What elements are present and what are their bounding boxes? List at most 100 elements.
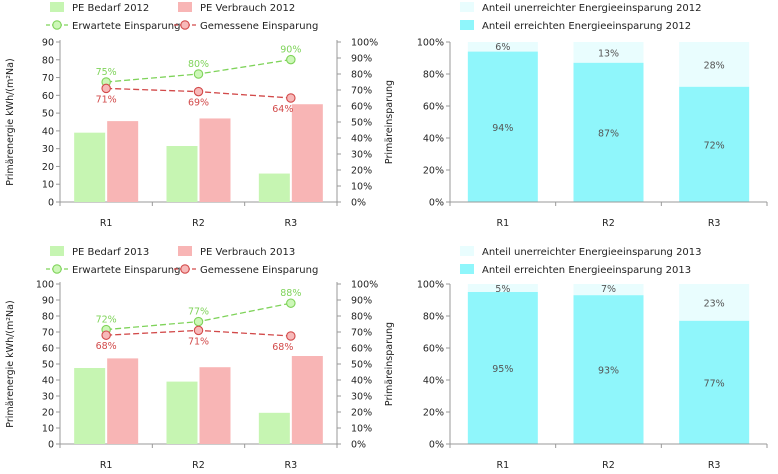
chart2-unreached-label: 6% bbox=[495, 42, 510, 53]
chart1-point-erwartete bbox=[193, 69, 204, 79]
chart1-ytick-label: 20 bbox=[42, 162, 54, 173]
chart1-ytick-label: 90 bbox=[42, 38, 54, 49]
chart3-y2tick-label: 60% bbox=[351, 344, 372, 355]
chart1-legend-marker-gemessene bbox=[180, 20, 190, 30]
chart3-bar-verbrauch bbox=[107, 358, 139, 444]
chart1-legend-erwartete: Erwartete Einsparung bbox=[72, 21, 180, 32]
chart1-data-label: 80% bbox=[188, 59, 209, 70]
chart3-bar-bedarf bbox=[166, 381, 198, 444]
chart2-xtick-label: R3 bbox=[708, 218, 721, 229]
chart4-unreached-label: 7% bbox=[601, 284, 616, 295]
chart1-point-gemessene bbox=[193, 86, 204, 97]
chart4-ytick-label: 20% bbox=[423, 408, 444, 419]
chart3-y2tick-label: 20% bbox=[351, 408, 372, 419]
chart4-reached-label: 95% bbox=[492, 364, 513, 375]
chart4-bar-reached bbox=[467, 292, 538, 444]
chart1-y2tick-label: 0% bbox=[351, 198, 366, 209]
chart1-xtick-label: R2 bbox=[192, 218, 205, 229]
chart3-y2tick-label: 40% bbox=[351, 376, 372, 387]
chart2-xtick-label: R2 bbox=[602, 218, 615, 229]
chart1-data-label: 75% bbox=[96, 67, 117, 78]
chart2-reached-label: 72% bbox=[704, 140, 725, 151]
chart4-ytick-label: 100% bbox=[417, 280, 444, 291]
chart1-bar-bedarf bbox=[166, 146, 198, 202]
chart4-legend-swatch-unreached bbox=[460, 246, 474, 256]
chart3-legend-marker-gemessene bbox=[180, 264, 190, 274]
chart3-data-label: 77% bbox=[188, 307, 209, 318]
chart2-ytick-label: 100% bbox=[417, 38, 444, 49]
chart1-bar-verbrauch bbox=[199, 118, 231, 202]
chart3-ytick-label: 100 bbox=[36, 280, 54, 291]
chart2-bar-reached bbox=[467, 51, 538, 202]
chart3-point-gemessene bbox=[193, 325, 204, 336]
chart3-ytick-label: 10 bbox=[42, 424, 54, 435]
chart2-legend-unreached: Anteil unerreichter Energieeinsparung 20… bbox=[482, 3, 702, 14]
chart3-y2label: Primäreinsparung bbox=[384, 322, 395, 406]
chart3-legend-erwartete: Erwartete Einsparung bbox=[72, 265, 180, 276]
chart3-ytick-label: 70 bbox=[42, 328, 54, 339]
chart1-y2label: Primäreinsparung bbox=[384, 80, 395, 164]
chart4-ytick-label: 60% bbox=[423, 344, 444, 355]
chart3-ytick-label: 30 bbox=[42, 392, 54, 403]
chart3-legend-swatch-verbrauch bbox=[178, 246, 192, 256]
chart3-y2tick-label: 70% bbox=[351, 328, 372, 339]
chart4-unreached-label: 5% bbox=[495, 284, 510, 295]
chart1-y2tick-label: 80% bbox=[351, 70, 372, 81]
chart3-y2tick-label: 0% bbox=[351, 440, 366, 451]
chart3-data-label: 68% bbox=[272, 342, 293, 353]
chart1-legend-swatch-bedarf bbox=[50, 2, 64, 12]
chart3-bar-bedarf bbox=[74, 368, 106, 444]
chart1-legend-bedarf: PE Bedarf 2012 bbox=[72, 3, 149, 14]
chart3-legend-bedarf: PE Bedarf 2013 bbox=[72, 247, 149, 258]
chart1-bar-bedarf bbox=[258, 173, 290, 202]
chart1-xtick-label: R1 bbox=[100, 218, 113, 229]
chart4-bar-unreached bbox=[679, 284, 750, 321]
chart1-ytick-label: 10 bbox=[42, 180, 54, 191]
chart1-legend-swatch-verbrauch bbox=[178, 2, 192, 12]
chart1-data-label: 69% bbox=[188, 98, 209, 109]
chart1-y2tick-label: 60% bbox=[351, 102, 372, 113]
chart1-y2tick-label: 90% bbox=[351, 54, 372, 65]
chart4-xtick-label: R1 bbox=[497, 460, 510, 471]
chart1-ytick-label: 0 bbox=[48, 198, 54, 209]
chart1-xtick-label: R3 bbox=[285, 218, 298, 229]
chart3-bar-bedarf bbox=[258, 412, 290, 444]
chart4-bar-unreached bbox=[467, 284, 538, 292]
chart3-ytick-label: 80 bbox=[42, 312, 54, 323]
chart4-xtick-label: R2 bbox=[602, 460, 615, 471]
chart4-ytick-label: 80% bbox=[423, 312, 444, 323]
chart3-data-label: 68% bbox=[96, 341, 117, 352]
chart2-bar-unreached bbox=[573, 42, 644, 63]
chart1-point-erwartete bbox=[286, 54, 296, 65]
chart3-legend-gemessene: Gemessene Einsparung bbox=[200, 265, 318, 276]
chart2-reached-label: 87% bbox=[598, 128, 619, 139]
chart3-ytick-label: 60 bbox=[42, 344, 54, 355]
chart3-bar-verbrauch bbox=[199, 367, 231, 444]
chart3-data-label: 72% bbox=[96, 315, 117, 326]
chart2-reached-label: 94% bbox=[492, 123, 513, 134]
chart4-bar-reached bbox=[679, 320, 750, 444]
chart4-unreached-label: 23% bbox=[704, 298, 725, 309]
chart3-y2tick-label: 50% bbox=[351, 360, 372, 371]
chart2-ytick-label: 40% bbox=[423, 134, 444, 145]
chart4-bar-unreached bbox=[573, 284, 644, 296]
chart2-unreached-label: 13% bbox=[598, 48, 619, 59]
chart3-point-erwartete bbox=[193, 316, 204, 327]
chart3-data-label: 88% bbox=[280, 288, 301, 299]
chart4-reached-label: 93% bbox=[598, 366, 619, 377]
chart1-bar-verbrauch bbox=[291, 104, 323, 202]
chart3-point-erwartete bbox=[286, 298, 296, 308]
chart3-ytick-label: 50 bbox=[42, 360, 54, 371]
chart2-bar-reached bbox=[679, 86, 750, 202]
chart3-xtick-label: R3 bbox=[285, 460, 298, 471]
chart2-ytick-label: 20% bbox=[423, 166, 444, 177]
chart3-ytick-label: 20 bbox=[42, 408, 54, 419]
chart1-ytick-label: 60 bbox=[42, 91, 54, 102]
chart1-data-label: 64% bbox=[272, 104, 293, 115]
chart1-data-label: 90% bbox=[280, 45, 301, 56]
chart1-y2tick-label: 30% bbox=[351, 150, 372, 161]
chart2-bar-unreached bbox=[467, 42, 538, 52]
chart3-point-gemessene bbox=[101, 330, 111, 340]
chart2-legend-reached: Anteil erreichten Energieeinsparung 2012 bbox=[482, 21, 691, 32]
chart1-ytick-label: 80 bbox=[42, 55, 54, 66]
